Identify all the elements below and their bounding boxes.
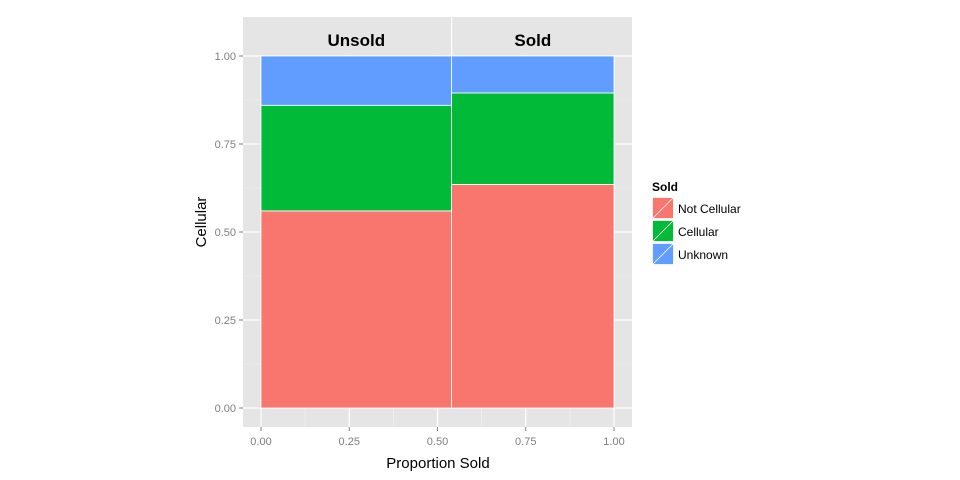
y-tick-label: 0.75: [215, 139, 236, 151]
mosaic-tiles: [260, 55, 615, 409]
x-tick-label: 0.25: [339, 436, 360, 448]
x-tick-label: 0.75: [515, 436, 536, 448]
legend: Sold Not Cellular Cellular Unknown: [652, 180, 741, 265]
axes: 0.00 0.25 0.50 0.75 1.00 0.00 0.25 0.50 0.75 1.00: [215, 51, 625, 448]
tile-sold-not-cellular: [451, 184, 615, 409]
legend-item: Cellular: [652, 220, 719, 242]
legend-label: Not Cellular: [678, 202, 741, 216]
y-tick-label: 1.00: [215, 51, 236, 63]
legend-title: Sold: [652, 180, 678, 194]
legend-item: Not Cellular: [652, 197, 741, 219]
y-tick-label: 0.00: [215, 403, 236, 415]
tile-sold-unknown: [451, 55, 615, 94]
strip-background: [243, 17, 632, 55]
x-axis-title: Proportion Sold: [386, 455, 489, 472]
tile-unsold-unknown: [260, 55, 453, 106]
x-tick-label: 0.00: [250, 436, 271, 448]
legend-swatch-slash: [652, 220, 674, 242]
facet-label-unsold: Unsold: [328, 31, 386, 50]
tile-sold-cellular: [451, 92, 615, 185]
x-tick-label: 0.50: [427, 436, 448, 448]
legend-label: Cellular: [678, 225, 719, 239]
facet-label-sold: Sold: [514, 31, 551, 50]
facet-strip-row: Unsold Sold: [243, 17, 632, 55]
y-tick-label: 0.25: [215, 315, 236, 327]
legend-item: Unknown: [652, 243, 728, 265]
legend-swatch-slash: [652, 243, 674, 265]
x-tick-label: 1.00: [603, 436, 624, 448]
legend-swatch-slash: [652, 197, 674, 219]
tile-unsold-not-cellular: [260, 210, 453, 409]
legend-label: Unknown: [678, 248, 728, 262]
y-tick-label: 0.50: [215, 227, 236, 239]
facet-strips: Unsold Sold: [243, 17, 632, 55]
y-axis-title: Cellular: [193, 197, 210, 248]
tile-unsold-cellular: [260, 104, 453, 212]
